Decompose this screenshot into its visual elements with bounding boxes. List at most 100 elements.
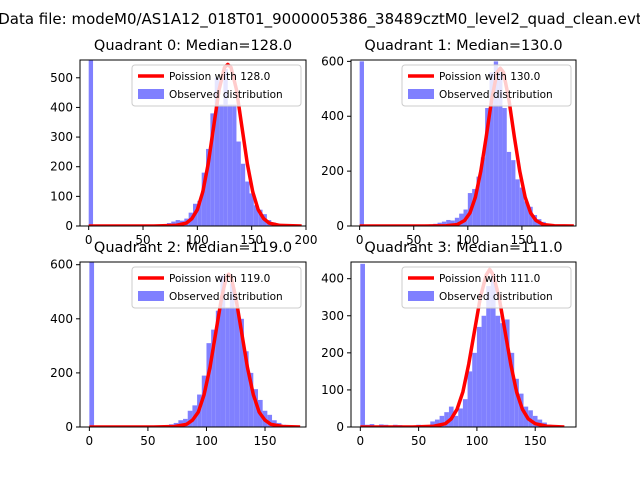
y-tick-label: 200: [321, 164, 344, 178]
histogram-bar: [450, 220, 455, 226]
histogram-bar: [524, 201, 529, 226]
histogram-bar: [489, 72, 494, 226]
histogram-bar: [476, 326, 482, 427]
histogram-bar: [502, 108, 507, 226]
legend-hist-swatch: [138, 89, 164, 99]
plot-area: [360, 263, 565, 427]
histogram-bar: [446, 219, 451, 226]
histogram-bar: [434, 419, 440, 427]
histogram-bar: [201, 375, 207, 427]
x-tick-label: 200: [295, 233, 318, 247]
histogram-bar: [258, 209, 263, 226]
histogram-bar: [245, 181, 250, 226]
chart-title: Quadrant 1: Median=130.0: [364, 38, 562, 54]
histogram-bar: [206, 148, 211, 226]
legend-box: [131, 266, 302, 309]
x-tick-label: 100: [195, 434, 218, 448]
histogram-bar: [223, 68, 228, 226]
histogram-bar: [210, 113, 215, 226]
histogram-bar: [495, 315, 501, 427]
legend: Poission with 130.0 Observed distribution: [401, 64, 572, 107]
histogram-bar: [439, 415, 445, 427]
histogram-bar: [225, 307, 230, 427]
histogram-bar: [236, 141, 241, 226]
legend-label-observed: Observed distribution: [439, 89, 553, 101]
legend-box: [401, 266, 572, 309]
histogram-bar: [267, 414, 273, 427]
y-tick-label: 400: [321, 109, 344, 123]
histogram-bar: [511, 160, 516, 226]
plot-area: [359, 61, 574, 226]
quadrant-1-chart: 0 50 100 150 0 200 400 600 Quadrant 1: Median=13…: [321, 38, 577, 247]
histogram-bar: [215, 310, 221, 427]
histogram-bar: [214, 77, 220, 226]
histogram-bar: [88, 60, 94, 226]
x-tick-label: 0: [356, 233, 364, 247]
histogram-bar: [493, 61, 499, 226]
histogram-bar: [498, 72, 503, 226]
histogram-bar: [509, 352, 515, 427]
histogram-bar: [239, 318, 244, 427]
histogram-bar: [243, 351, 249, 427]
histogram-bar: [441, 221, 447, 226]
histogram-bar: [467, 371, 473, 427]
legend-box: [401, 64, 572, 107]
y-tick-label: 0: [336, 420, 344, 434]
histogram-bar: [500, 323, 505, 427]
histogram-bar: [206, 343, 212, 427]
histogram-bar: [253, 205, 259, 226]
legend-label-poisson: Poission with 119.0: [169, 273, 270, 285]
y-tick-label: 300: [321, 309, 344, 323]
histogram-bar: [240, 163, 246, 226]
x-tick-label: 50: [411, 434, 426, 448]
y-tick-label: 0: [65, 420, 73, 434]
x-tick-label: 150: [510, 233, 533, 247]
x-tick-label: 150: [240, 233, 263, 247]
histogram-bar: [360, 263, 365, 427]
y-tick-label: 300: [50, 130, 73, 144]
histogram-bar: [232, 104, 237, 226]
y-tick-label: 600: [50, 258, 73, 272]
legend-label-observed: Observed distribution: [439, 291, 553, 303]
axes-frame: [79, 59, 307, 227]
y-tick-label: 200: [50, 160, 73, 174]
chart-title: Quadrant 2: Median=119.0: [94, 240, 292, 256]
histogram-bar: [234, 307, 240, 427]
histogram-bar: [454, 217, 460, 226]
histogram-bar: [472, 352, 477, 427]
y-tick-label: 200: [50, 366, 73, 380]
histogram-bar: [248, 372, 254, 427]
legend-box: [131, 64, 302, 107]
histogram-bar: [515, 179, 520, 226]
histogram-bar: [444, 412, 449, 427]
axes-frame: [79, 261, 307, 428]
quadrant-2-chart: 0 50 100 150 0 200 400 600 Quadrant 2: Median=11…: [50, 240, 307, 448]
histogram-bar: [532, 415, 538, 427]
legend-label-poisson: Poission with 128.0: [169, 71, 270, 83]
histogram-bar: [458, 408, 463, 427]
histogram-bar: [211, 329, 216, 427]
legend-label-observed: Observed distribution: [169, 89, 283, 101]
y-tick-label: 100: [321, 383, 344, 397]
histogram-bar: [359, 61, 364, 226]
y-tick-label: 400: [50, 100, 73, 114]
y-tick-label: 0: [336, 219, 344, 233]
x-tick-label: 50: [135, 233, 150, 247]
histogram-bar: [480, 157, 486, 226]
histogram-bar: [481, 315, 487, 427]
y-tick-label: 200: [321, 346, 344, 360]
legend: Poission with 128.0 Observed distribution: [131, 64, 302, 107]
histogram-bar: [462, 399, 468, 427]
x-tick-label: 0: [357, 434, 365, 448]
legend-hist-swatch: [408, 291, 434, 301]
histogram-bar: [187, 410, 193, 427]
histogram-bar: [485, 108, 490, 226]
figure-title: Data file: modeM0/AS1A12_018T01_90000053…: [0, 10, 640, 29]
x-tick-label: 0: [85, 233, 93, 247]
x-tick-label: 100: [186, 233, 209, 247]
histogram-bar: [476, 176, 481, 226]
histogram-bar: [219, 104, 224, 226]
histogram-bar: [506, 151, 512, 226]
x-tick-label: 150: [254, 434, 277, 448]
